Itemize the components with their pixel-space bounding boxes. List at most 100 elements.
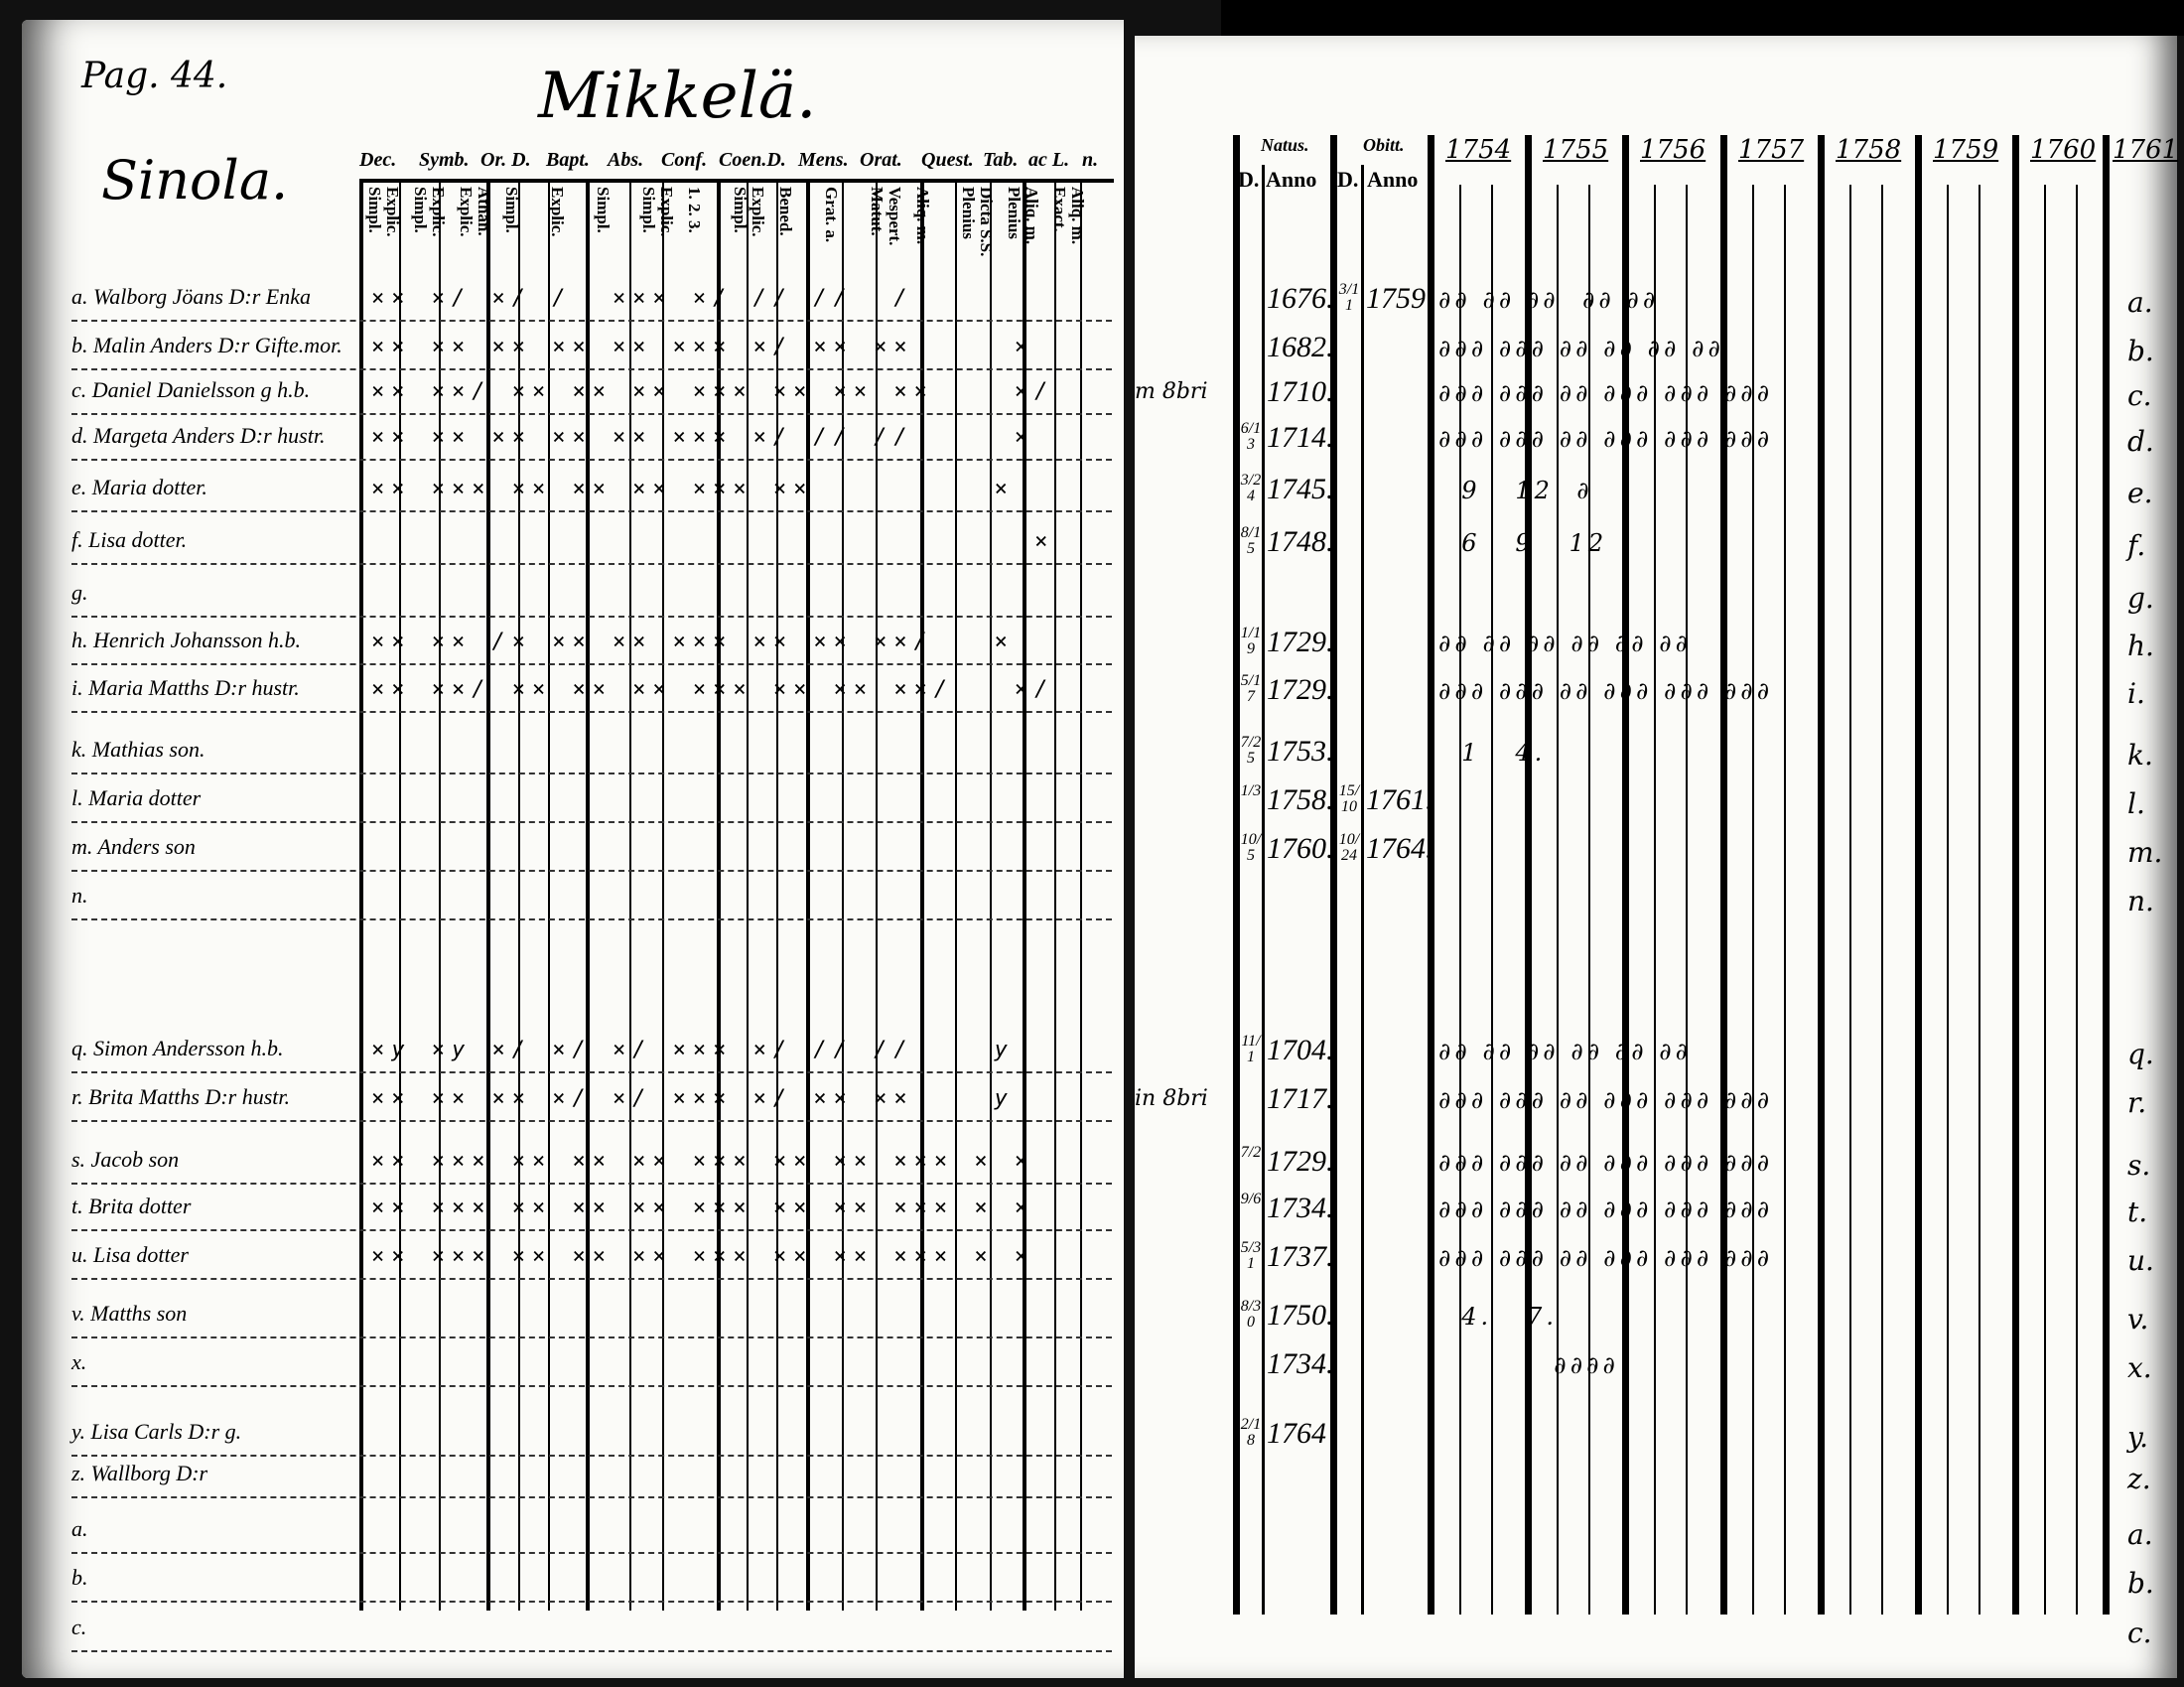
birth-year: 1758. [1267,783,1334,816]
column-line [955,181,957,1611]
column-line [1080,181,1082,1611]
right-page: Natus. Obitt. D. Anno D. Anno 1754 1755 17… [1135,36,2179,1678]
column-line [2044,185,2046,1615]
row-rule [71,1385,1112,1387]
column-line [1459,185,1461,1615]
column-line [399,181,401,1611]
birth-year: 1745. [1267,473,1334,505]
column-line [359,181,363,1611]
person-name: h. Henrich Johansson h.b. [71,628,301,652]
header-rule [359,179,1114,183]
row-letter: b. [2127,1567,2154,1600]
row-letter: q. [2127,1038,2154,1070]
person-name: v. Matths son [71,1301,188,1326]
birth-day: 5/31 [1240,1239,1262,1272]
column-line [1525,135,1532,1615]
person-name: d. Margeta Anders D:r hustr. [71,423,326,448]
column-line [1752,185,1754,1615]
column-header: Symb. [419,149,470,171]
row-rule [71,320,1112,322]
column-line [1262,165,1265,1615]
row-letter: z. [2127,1463,2151,1495]
column-line [1557,185,1559,1615]
birth-day: 5/17 [1240,672,1262,705]
attendance-marks: ∂∂∂ ∂∂∂ ∂∂ ∂∂∂ ∂∂∂ ∂∂∂ [1438,677,1774,705]
row-letter: g. [2127,582,2154,615]
column-subheader: Explic. Simpl. [639,187,676,237]
attendance-marks: ∂∂∂ ∂∂∂ ∂∂ ∂∂ ∂∂ ∂∂ [1438,335,1724,362]
person-name: g. [71,580,88,605]
column-line [518,181,520,1611]
catechism-marks: ×× ××× ×× ×× ×× ××× ×× × [371,477,1015,501]
person-name: n. [71,883,88,908]
birth-year: 1734. [1267,1347,1334,1380]
column-header: Mens. [798,149,849,171]
column-subheader: Explic. Simpl. [411,187,448,237]
person-name: e. Maria dotter. [71,475,207,499]
row-rule [71,918,1112,920]
year-header: 1761 [2113,135,2179,165]
year-header: 1760 [2030,135,2097,165]
birth-year: 1717. [1267,1082,1334,1115]
person-name: c. [71,1615,87,1639]
year-header: 1758 [1836,135,1902,165]
birth-year: 1710. [1267,375,1334,408]
attendance-marks: 1 4. [1438,739,1547,767]
margin-note: m 8bri [1135,379,1208,404]
row-letter: b. [2127,335,2154,367]
catechism-marks: ×× ×× ×× ×/ ×/ ××× ×/ ×× ×× y [371,1086,1015,1111]
parish-title: Mikkelä. [538,60,817,133]
birth-day: 3/24 [1240,472,1262,504]
column-line [1979,185,1980,1615]
catechism-marks: ×y ×y ×/ ×/ ×/ ××× ×/ // // y [371,1038,1015,1062]
column-subheader: Bened. [776,187,795,236]
death-day: 10/24 [1338,831,1360,864]
row-rule [71,510,1112,512]
birth-day: 7/2 [1240,1144,1262,1161]
row-rule [71,1455,1112,1457]
column-line [1818,135,1825,1615]
column-line [842,181,844,1611]
catechism-marks: ×× ××× ×× ×× ×× ××× ×× ×× ××× × × [371,1195,1035,1220]
row-rule [71,821,1112,823]
birth-day: 8/15 [1240,524,1262,557]
column-header: Orat. [860,149,902,171]
column-line [662,181,664,1611]
column-line [1233,135,1240,1615]
row-letter: c. [2127,1617,2152,1649]
column-line [1784,185,1786,1615]
column-line [1330,135,1337,1615]
attendance-marks: ∂∂ ∂∂ ∂∂ ∂∂ ∂∂ [1438,286,1660,314]
column-subheader: Explic. Simpl. [365,187,402,237]
binding-shadow [1221,0,2184,36]
row-letter: a. [2127,286,2153,319]
column-line [548,181,550,1611]
catechism-marks: ×× ×× ×× ×× ×× ××× ×/ // // × [371,425,1035,450]
column-line [1881,185,1883,1615]
column-line [1849,185,1851,1615]
person-name: f. Lisa dotter. [71,527,188,552]
row-letter: u. [2127,1244,2154,1277]
birth-year: 1704. [1267,1034,1334,1066]
birth-day: 1/19 [1240,625,1262,657]
column-line [1054,181,1056,1611]
page-reference: Pag. 44. [81,56,228,96]
column-line [1915,135,1922,1615]
person-name: b. [71,1565,88,1590]
obitus-label: Obitt. [1363,135,1405,155]
birth-day: 6/13 [1240,420,1262,453]
column-line [717,181,721,1611]
catechism-marks: ×× ××× ×× ×× ×× ××× ×× ×× ××× × × [371,1244,1035,1269]
catechism-marks: ×× ××/ ×× ×× ×× ××× ×× ×× ××/ ×/ [371,677,1055,702]
obitus-anno-label: Anno [1367,167,1419,192]
row-rule [71,773,1112,774]
attendance-marks: ∂∂∂ ∂∂∂ ∂∂ ∂∂∂ ∂∂∂ ∂∂∂ [1438,425,1774,453]
attendance-marks: ∂∂∂ ∂∂∂ ∂∂ ∂∂∂ ∂∂∂ ∂∂∂ [1438,1244,1774,1272]
column-subheader: Explic. Simpl. [731,187,767,237]
birth-year: 1682. [1267,331,1334,363]
column-subheader: Grat. a. [822,187,841,243]
row-rule [71,1601,1112,1603]
birth-year: 1753. [1267,735,1334,768]
catechism-marks: ×× ××× ×× ×× ×× ××× ×× ×× ××× × × [371,1149,1035,1174]
year-header: 1754 [1445,135,1512,165]
